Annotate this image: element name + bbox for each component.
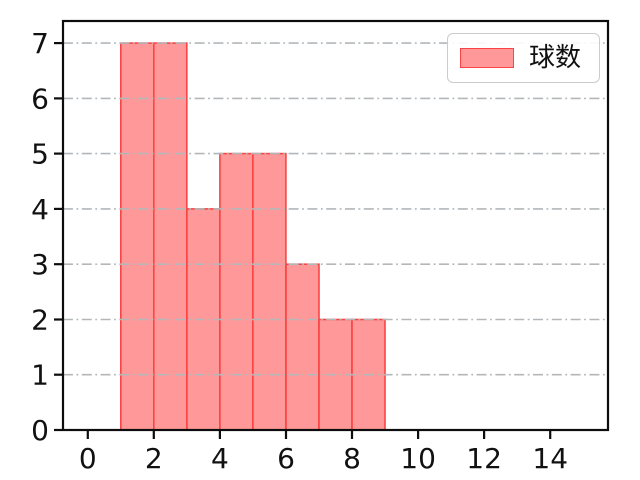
y-axis-tick-label: 4 [31, 193, 49, 226]
x-axis-tick-label: 4 [211, 442, 229, 475]
histogram-bar [219, 152, 254, 431]
x-axis-tick-label: 12 [466, 442, 502, 475]
x-axis-tick-label: 8 [343, 442, 361, 475]
y-axis-tick-label: 2 [31, 304, 49, 337]
y-axis-tick-label: 7 [31, 27, 49, 60]
legend-box: 球数 [446, 33, 600, 83]
y-axis-tick-label: 0 [31, 414, 49, 447]
y-axis-tick-label: 3 [31, 248, 49, 281]
x-axis-tick-label: 2 [145, 442, 163, 475]
y-axis-tick-label: 1 [31, 359, 49, 392]
histogram-bar [153, 42, 188, 431]
x-axis-tick-label: 10 [400, 442, 436, 475]
histogram-bar [120, 42, 155, 431]
histogram-bar [285, 263, 320, 431]
y-axis-tick-label: 5 [31, 138, 49, 171]
axes-spines [61, 19, 610, 432]
x-axis-tick-label: 0 [79, 442, 97, 475]
x-axis-tick-label: 14 [532, 442, 568, 475]
legend-label: 球数 [528, 43, 581, 73]
x-axis-tick-label: 6 [277, 442, 295, 475]
legend-swatch [459, 48, 514, 68]
y-axis-tick-label: 6 [31, 82, 49, 115]
histogram-bar [252, 152, 287, 431]
